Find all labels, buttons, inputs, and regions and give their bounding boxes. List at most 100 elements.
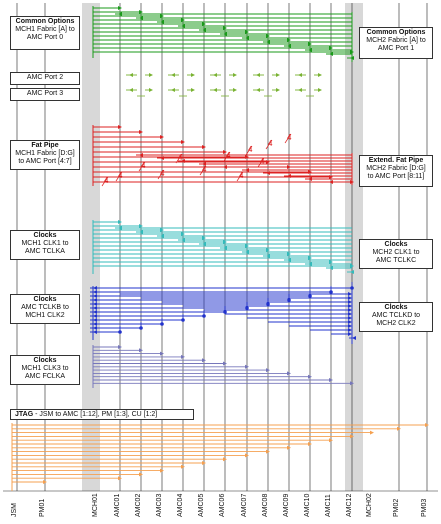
label-title: Common Options bbox=[15, 18, 75, 25]
slot-label-text: AMC07 bbox=[241, 493, 248, 517]
fatpipe-arrow-rev-head bbox=[181, 159, 185, 163]
label-line: AMC TCLKB to bbox=[21, 304, 69, 311]
clk2-arrow-head bbox=[93, 330, 97, 334]
label-clocks2-right: Clocks AMC TCLKD to MCH2 CLK2 bbox=[359, 302, 433, 332]
slot-label-pm02: PM02 bbox=[393, 495, 407, 523]
clk1-arrow-head bbox=[308, 256, 312, 260]
bus-width-slash bbox=[284, 133, 292, 144]
bus-width-mark: 4 bbox=[160, 169, 165, 178]
bus-width-slash bbox=[199, 165, 207, 176]
common-arrow-head bbox=[160, 14, 164, 18]
common-arrow-head bbox=[181, 18, 185, 22]
mch-bands bbox=[82, 3, 363, 491]
fatpipe-arrow-rev-head bbox=[245, 168, 249, 172]
slot-label-text: AMC09 bbox=[283, 493, 290, 517]
clk2-arrow-head bbox=[93, 306, 97, 310]
label-line: MCH1 CLK1 to bbox=[21, 240, 69, 247]
label-clocks1-left: Clocks MCH1 CLK1 to AMC TCLKA bbox=[10, 230, 80, 260]
fatpipe-arrow-head bbox=[223, 150, 227, 154]
clk2-arrow-right-head bbox=[348, 300, 352, 304]
jtag-arrow-head bbox=[370, 430, 374, 435]
fatpipe-arrow-head bbox=[139, 130, 143, 134]
bus-width-mark: 4 bbox=[260, 157, 265, 166]
clk1-arrow-head bbox=[223, 240, 227, 244]
clk1-arrow-rev-head bbox=[266, 254, 270, 258]
common-arrow-rev-head bbox=[202, 28, 206, 32]
label-common-options-left: Common Options MCH1 Fabric [A] to AMC Po… bbox=[10, 16, 80, 50]
label-common-options-right: Common Options MCH2 Fabric [A] to AMC Po… bbox=[359, 27, 433, 59]
label-title: Clocks bbox=[33, 357, 57, 364]
amcport-arrow-head bbox=[129, 73, 133, 77]
amc-port-section bbox=[126, 73, 322, 97]
label-line: AMC FCLKA bbox=[24, 373, 66, 380]
clocks-fclka-section bbox=[92, 345, 354, 388]
amcport-arrow-head bbox=[149, 88, 153, 92]
clk2-arrow-head bbox=[93, 318, 97, 322]
bus-width-slash bbox=[265, 139, 273, 150]
label-line: MCH2 CLK2 bbox=[376, 320, 416, 327]
slot-label-text: MCH02 bbox=[366, 493, 373, 517]
jtag-arrow-head bbox=[425, 423, 429, 427]
amcport-arrow-head bbox=[256, 73, 260, 77]
clk2-arrow-head bbox=[93, 326, 97, 330]
clk1-arrow-rev-head bbox=[245, 250, 249, 254]
clk1-arrow-rev-head bbox=[287, 258, 291, 262]
label-line: AMC TCLKD to bbox=[371, 312, 421, 319]
label-line: AMC Port 0 bbox=[26, 34, 64, 41]
slot-label-text: PM01 bbox=[39, 498, 46, 517]
slot-label-amc12: AMC12 bbox=[346, 493, 360, 523]
slot-label-amc02: AMC02 bbox=[135, 494, 149, 523]
label-title: Clocks bbox=[384, 304, 408, 311]
common-arrow-head bbox=[202, 22, 206, 26]
bus-width-mark: 4 bbox=[178, 153, 183, 162]
clk3-arrow-head bbox=[266, 368, 270, 373]
common-arrow-rev-head bbox=[181, 24, 185, 28]
label-line: MCH1 Fabric [A] to bbox=[15, 26, 75, 33]
clk1-arrow-rev-head bbox=[308, 262, 312, 266]
bus-width-slash bbox=[138, 161, 146, 172]
jtag-arrow-head bbox=[245, 453, 249, 458]
clk2-arrow-head bbox=[93, 298, 97, 302]
jtag-section bbox=[11, 423, 429, 491]
label-clocks1-right: Clocks MCH2 CLK1 to AMC TCLKC bbox=[359, 239, 433, 269]
common-options-section bbox=[92, 6, 354, 62]
slot-label-text: AMC04 bbox=[177, 493, 184, 517]
clk2-arrow-right-head bbox=[352, 336, 356, 340]
clk1-arrow-head bbox=[329, 260, 333, 264]
slot-label-mch01: MCH01 bbox=[92, 493, 106, 523]
slot-label-text: AMC06 bbox=[219, 493, 226, 517]
amcport-arrow-head bbox=[276, 73, 280, 77]
jtag-arrow-head bbox=[266, 449, 270, 454]
label-line: AMC Port 3 bbox=[26, 90, 64, 97]
slot-label-text: PM02 bbox=[393, 498, 400, 517]
common-arrow-rev-head bbox=[139, 16, 143, 20]
clk2-arrow-head bbox=[93, 322, 97, 326]
slot-label-text: AMC05 bbox=[198, 493, 205, 517]
slot-label-text: AMC11 bbox=[325, 494, 332, 517]
label-line: MCH1 CLK2 bbox=[25, 312, 65, 319]
common-arrow-head bbox=[266, 34, 270, 38]
clk1-arrow-rev-head bbox=[160, 234, 164, 238]
amcport-arrow-head bbox=[318, 73, 322, 77]
slot-label-amc05: AMC05 bbox=[198, 493, 212, 523]
clk1-arrow-head bbox=[139, 224, 143, 228]
common-arrow-rev-head bbox=[308, 48, 312, 52]
clk3-arrow-head bbox=[160, 351, 164, 356]
bus-width-slash bbox=[257, 157, 265, 168]
common-arrow-rev-head bbox=[223, 32, 227, 36]
fatpipe-arrow-head bbox=[118, 125, 122, 129]
bus-width-mark: 4 bbox=[248, 145, 253, 154]
clk2-arrow-right-head bbox=[348, 324, 352, 328]
bus-width-mark: 4 bbox=[287, 133, 292, 142]
slot-label-amc10: AMC10 bbox=[304, 494, 318, 523]
clk2-arrow-right-head bbox=[348, 308, 352, 312]
slot-label-text: AMC12 bbox=[346, 493, 353, 517]
bus-width-slash bbox=[115, 171, 123, 182]
amcport-arrow-head bbox=[298, 88, 302, 92]
jtag-arrow-head bbox=[160, 468, 164, 473]
fatpipe-arrow-rev-head bbox=[287, 174, 291, 178]
common-arrow-rev-head bbox=[287, 44, 291, 48]
slot-label-text: JSM bbox=[11, 503, 18, 517]
jtag-arrow-head bbox=[223, 457, 227, 462]
